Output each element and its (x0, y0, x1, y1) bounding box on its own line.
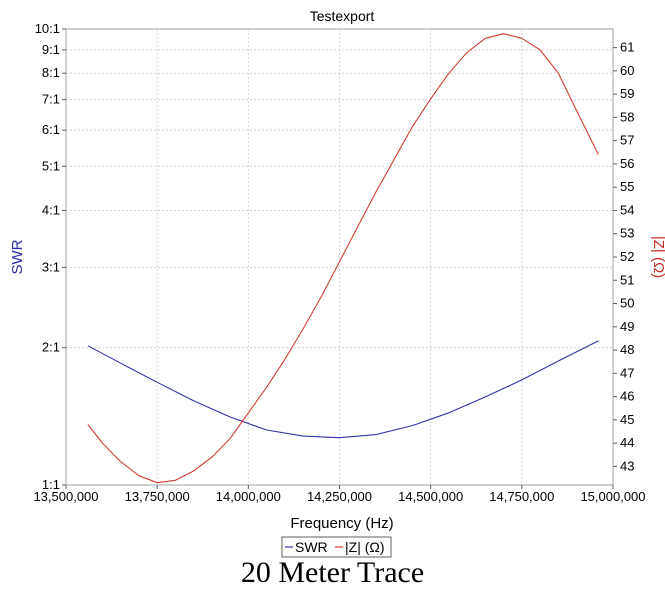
impedance-tick-label: 43 (620, 458, 634, 473)
impedance-tick-label: 56 (620, 156, 634, 171)
x-axis-label: Frequency (Hz) (290, 515, 393, 532)
grid (66, 29, 613, 485)
impedance-tick-label: 58 (620, 109, 634, 124)
swr-tick-label: 7:1 (42, 92, 60, 107)
impedance-tick-label: 61 (620, 40, 634, 55)
x-tick-label: 14,250,000 (307, 489, 372, 504)
swr-axis: 1:1 2:1 3:1 4:1 5:1 6:1 7:1 8:1 9:1 10:1 (35, 21, 66, 492)
legend-impedance-label: |Z| (Ω) (345, 539, 385, 555)
swr-tick-label: 3:1 (42, 259, 60, 274)
impedance-tick-label: 44 (620, 435, 634, 450)
swr-tick-label: 9:1 (42, 42, 60, 57)
impedance-tick-label: 57 (620, 133, 634, 148)
x-tick-label: 13,750,000 (125, 489, 190, 504)
swr-tick-label: 2:1 (42, 340, 60, 355)
impedance-tick-label: 54 (620, 202, 634, 217)
impedance-tick-label: 46 (620, 389, 634, 404)
swr-series-line (87, 340, 599, 439)
x-tick-label: 14,500,000 (398, 489, 463, 504)
impedance-tick-label: 45 (620, 412, 634, 427)
impedance-tick-label: 59 (620, 86, 634, 101)
impedance-tick-label: 50 (620, 296, 634, 311)
impedance-tick-label: 55 (620, 179, 634, 194)
legend: SWR |Z| (Ω) (281, 536, 392, 558)
swr-tick-label: 8:1 (42, 65, 60, 80)
x-tick-label: 15,000,000 (580, 489, 645, 504)
chart-title: Testexport (310, 8, 375, 24)
swr-tick-label: 5:1 (42, 158, 60, 173)
figure-caption: 20 Meter Trace (240, 556, 425, 589)
x-tick-label: 13,500,000 (33, 489, 98, 504)
impedance-tick-label: 51 (620, 272, 634, 287)
impedance-series-line (87, 33, 599, 484)
legend-swr-label: SWR (295, 539, 328, 555)
x-tick-label: 14,750,000 (489, 489, 554, 504)
impedance-tick-label: 48 (620, 342, 634, 357)
impedance-axis: 43 44 45 46 47 48 49 50 51 52 53 54 55 56 57 58 59 60 61 (613, 40, 634, 473)
x-tick-label: 14,000,000 (216, 489, 281, 504)
impedance-axis-label: |Z| (Ω) (650, 236, 665, 278)
swr-tick-label: 4:1 (42, 202, 60, 217)
impedance-tick-label: 49 (620, 319, 634, 334)
impedance-tick-label: 47 (620, 365, 634, 380)
impedance-tick-label: 60 (620, 63, 634, 78)
impedance-tick-label: 52 (620, 249, 634, 264)
swr-tick-label: 6:1 (42, 122, 60, 137)
series-layer (87, 33, 599, 484)
swr-axis-label: SWR (9, 239, 26, 274)
impedance-tick-label: 53 (620, 226, 634, 241)
x-axis: 13,500,000 13,750,000 14,000,000 14,250,000… (33, 485, 646, 504)
swr-tick-label: 1:1 (42, 477, 60, 492)
swr-tick-label: 10:1 (35, 21, 60, 36)
